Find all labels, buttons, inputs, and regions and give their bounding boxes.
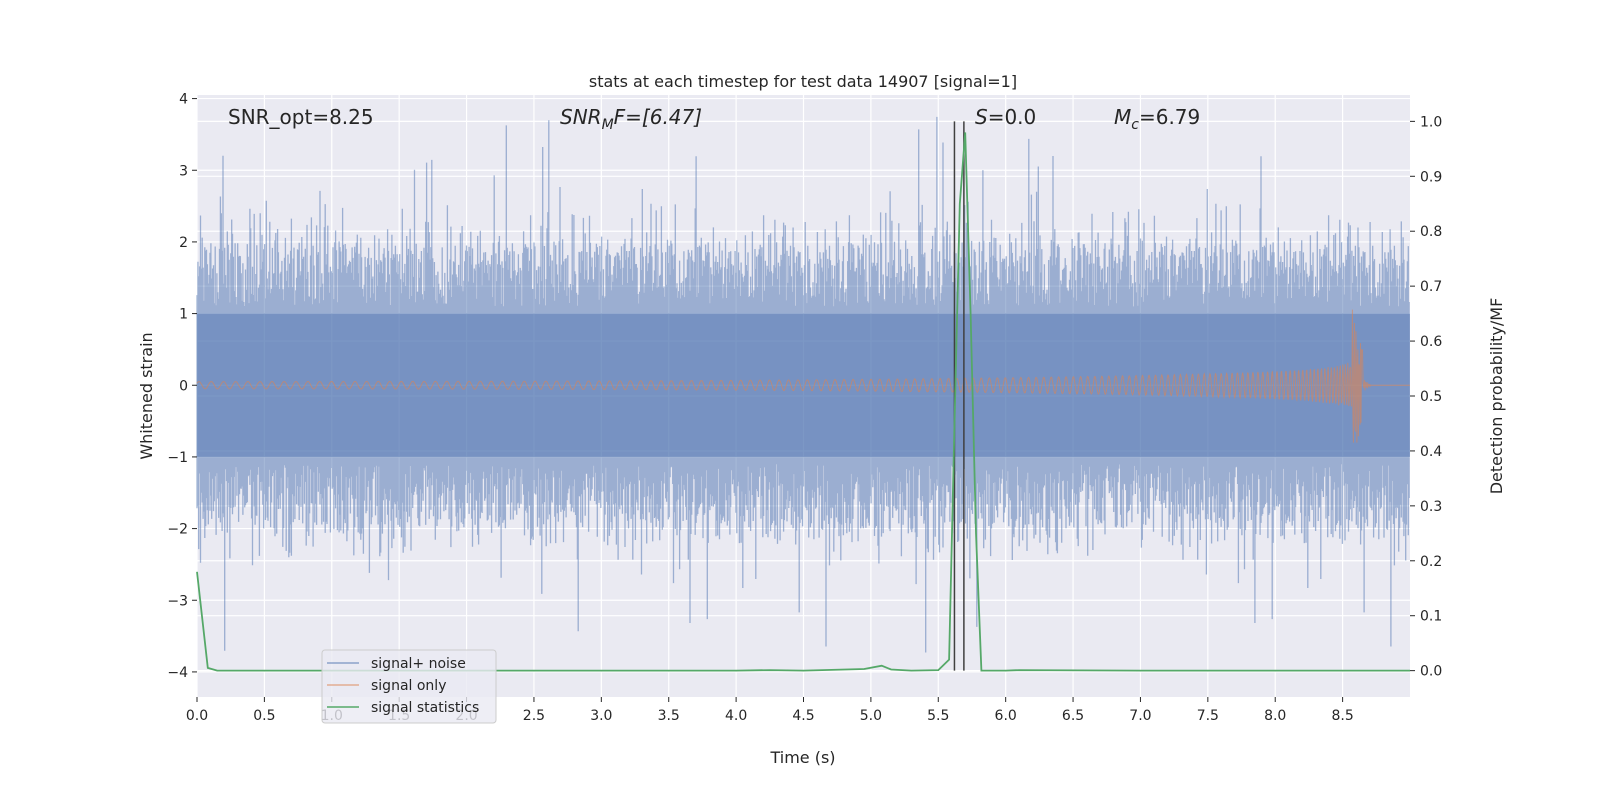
y-left-tick-label-3: 1 bbox=[179, 307, 188, 323]
y-right-tick-label-7: 0.3 bbox=[1420, 499, 1442, 515]
y-right-tick-label-3: 0.7 bbox=[1420, 279, 1442, 295]
x-tick-label-16: 8.0 bbox=[1264, 708, 1286, 724]
y-right-tick-label-6: 0.4 bbox=[1420, 444, 1442, 460]
series-line-signal-statistics bbox=[196, 132, 1410, 672]
x-tick-label-6: 3.0 bbox=[590, 708, 612, 724]
x-tick-label-17: 8.5 bbox=[1331, 708, 1353, 724]
legend-label-signal-statistics: signal statistics bbox=[371, 700, 479, 716]
annotation-mc-sub: c bbox=[1131, 117, 1139, 133]
x-tick-label-13: 6.5 bbox=[1062, 708, 1084, 724]
legend-box bbox=[321, 649, 497, 724]
y-left-tick-label-7: −3 bbox=[167, 593, 188, 609]
x-tick-label-9: 4.5 bbox=[792, 708, 814, 724]
x-tick-label-11: 5.5 bbox=[927, 708, 949, 724]
y-right-tick-label-9: 0.1 bbox=[1420, 609, 1442, 625]
annotation-mc-main: M bbox=[1114, 105, 1131, 129]
y-left-tick-label-5: −1 bbox=[167, 450, 188, 466]
legend-label-signal-noise: signal+ noise bbox=[371, 656, 466, 672]
annotation-snr-mf-main: SNR bbox=[560, 105, 602, 129]
signal-statistics-series bbox=[196, 132, 1410, 672]
annotation-snr-opt: SNR_opt=8.25 bbox=[228, 105, 374, 129]
x-tick-label-0: 0.0 bbox=[186, 708, 208, 724]
y-left-tick-label-2: 2 bbox=[179, 235, 188, 251]
y-right-tick-label-4: 0.6 bbox=[1420, 334, 1442, 350]
annotation-s-value: S=0.0 bbox=[975, 105, 1036, 129]
y-left-tick-label-4: 0 bbox=[179, 378, 188, 394]
annotation-snr-mf: SNRMF=[6.47] bbox=[560, 105, 702, 133]
x-tick-label-15: 7.5 bbox=[1197, 708, 1219, 724]
series-line-signal-noise bbox=[196, 116, 1410, 653]
x-axis-label: Time (s) bbox=[769, 748, 835, 767]
y-right-tick-label-0: 1.0 bbox=[1420, 114, 1442, 130]
annotation-s-main: S bbox=[975, 105, 988, 129]
y-left-tick-label-8: −4 bbox=[167, 665, 188, 681]
annotation-snr-mf-sub: M bbox=[602, 117, 614, 133]
legend-label-signal-only: signal only bbox=[371, 678, 446, 694]
series-line-signal-only bbox=[196, 309, 1410, 443]
x-tick-label-14: 7.0 bbox=[1129, 708, 1151, 724]
annotation-mc-rest: =6.79 bbox=[1139, 105, 1200, 129]
y-left-tick-label-1: 3 bbox=[179, 163, 188, 179]
x-tick-label-1: 0.5 bbox=[253, 708, 275, 724]
annotation-s-rest: =0.0 bbox=[988, 105, 1037, 129]
signal-noise-core bbox=[197, 313, 1410, 457]
y-axis-left-label: Whitened strain bbox=[137, 332, 156, 459]
x-tick-label-10: 5.0 bbox=[860, 708, 882, 724]
y-right-tick-label-8: 0.2 bbox=[1420, 554, 1442, 570]
y-right-tick-label-5: 0.5 bbox=[1420, 389, 1442, 405]
y-right-tick-label-1: 0.9 bbox=[1420, 169, 1442, 185]
y-right-tick-label-10: 0.0 bbox=[1420, 664, 1442, 680]
y-right-tick-label-2: 0.8 bbox=[1420, 224, 1442, 240]
signal-only-series bbox=[196, 309, 1410, 443]
annotation-snr-mf-rest: F=[6.47] bbox=[614, 105, 702, 129]
annotation-chirp-mass: Mc=6.79 bbox=[1114, 105, 1200, 133]
x-tick-label-8: 4.0 bbox=[725, 708, 747, 724]
x-tick-label-5: 2.5 bbox=[523, 708, 545, 724]
x-tick-label-12: 6.0 bbox=[995, 708, 1017, 724]
signal-noise-series bbox=[196, 116, 1410, 653]
y-axis-right-label: Detection probability/MF bbox=[1487, 298, 1506, 495]
x-tick-label-7: 3.5 bbox=[658, 708, 680, 724]
legend: signal+ noise signal only signal statist… bbox=[321, 649, 497, 724]
chart-title: stats at each timestep for test data 149… bbox=[589, 72, 1017, 91]
y-left-tick-label-0: 4 bbox=[179, 92, 188, 108]
y-left-tick-label-6: −2 bbox=[167, 522, 188, 538]
